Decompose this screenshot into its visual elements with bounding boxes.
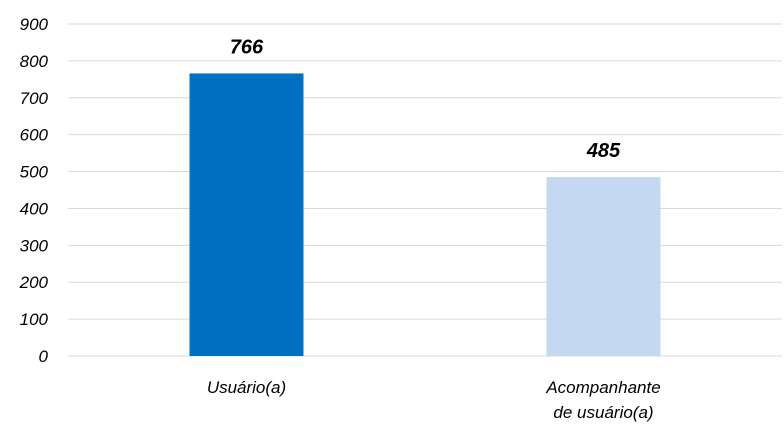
category-label-line: Usuário(a) [207, 378, 286, 397]
x-axis-categories: Usuário(a) Acompanhante de usuário(a) [207, 378, 661, 422]
category-label: Usuário(a) [207, 378, 286, 397]
category-label-line: Acompanhante [545, 378, 660, 397]
y-tick-label: 300 [20, 236, 49, 255]
y-tick-label: 400 [20, 199, 49, 218]
bar [546, 177, 661, 356]
category-label: Acompanhante de usuário(a) [545, 378, 660, 422]
y-axis-ticks: 0 100 200 300 400 500 600 700 800 900 [19, 15, 49, 366]
y-tick-label: 700 [20, 89, 49, 108]
y-tick-label: 100 [20, 310, 49, 329]
data-labels: 766 485 [230, 36, 621, 162]
category-label-line: de usuário(a) [553, 403, 653, 422]
gridlines [68, 23, 782, 357]
data-label: 485 [586, 140, 621, 162]
bars [189, 73, 661, 356]
y-tick-label: 200 [19, 273, 49, 292]
y-tick-label: 800 [20, 52, 49, 71]
y-tick-label: 900 [20, 15, 49, 34]
data-label: 766 [230, 36, 264, 58]
bar [189, 73, 304, 356]
y-tick-label: 600 [20, 126, 49, 145]
y-tick-label: 500 [20, 163, 49, 182]
y-tick-label: 0 [39, 347, 49, 366]
